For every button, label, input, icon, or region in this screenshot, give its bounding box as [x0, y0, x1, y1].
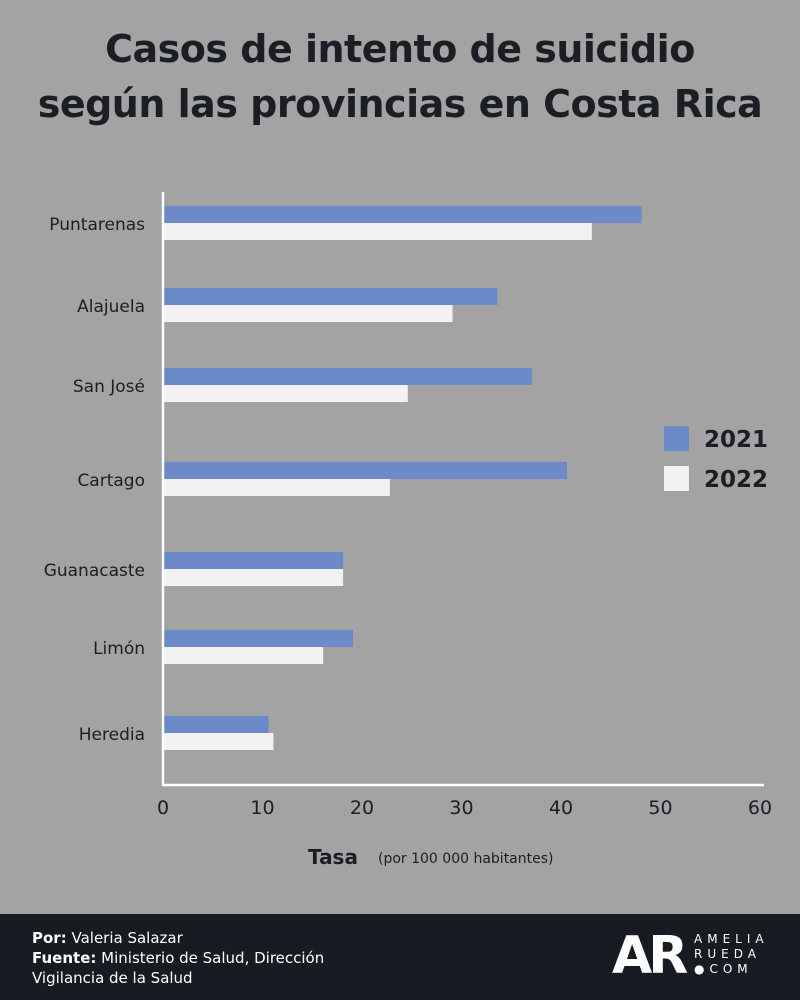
author-name: Valeria Salazar: [71, 929, 183, 947]
category-label: Guanacaste: [44, 561, 145, 581]
category-label: Alajuela: [77, 297, 145, 317]
bar-puntarenas-2022: [164, 223, 592, 240]
title-line-1: Casos de intento de suicidio: [105, 27, 695, 71]
logo-word-3: ●COM: [694, 962, 753, 976]
bar-alajuela-2022: [164, 305, 453, 322]
bar-limn-2021: [164, 630, 354, 647]
category-label: Puntarenas: [49, 215, 145, 235]
x-tick-label: 0: [157, 797, 169, 819]
source-name: Ministerio de Salud, Dirección: [101, 949, 325, 967]
x-tick-label: 20: [350, 797, 374, 819]
logo-wordmark: AMELIA RUEDA ●COM: [694, 932, 769, 977]
source-line-2: Vigilancia de la Salud: [32, 969, 193, 987]
bar-sanjos-2021: [164, 368, 533, 385]
bar-guanacaste-2021: [164, 552, 344, 569]
bar-cartago-2022: [164, 479, 390, 496]
legend-label-2021: 2021: [704, 427, 768, 453]
category-label: San José: [73, 377, 145, 397]
x-tick-label: 50: [648, 797, 672, 819]
logo-word-1: AMELIA: [694, 932, 769, 946]
source-label: Fuente:: [32, 949, 97, 967]
chart-title: Casos de intento de suicidio según las p…: [0, 22, 800, 132]
category-label: Cartago: [77, 471, 145, 491]
bar-cartago-2021: [164, 462, 567, 479]
footer: Por: Valeria Salazar Fuente: Ministerio …: [0, 914, 800, 1000]
x-tick-label: 30: [449, 797, 473, 819]
bar-limn-2022: [164, 647, 324, 664]
x-tick-label: 40: [549, 797, 573, 819]
title-line-2: según las provincias en Costa Rica: [37, 82, 763, 126]
author-line: Por: Valeria Salazar: [32, 928, 324, 948]
legend-swatch-2021: [664, 426, 689, 451]
logo-word-2: RUEDA: [694, 947, 761, 961]
bar-alajuela-2021: [164, 288, 498, 305]
author-label: Por:: [32, 929, 67, 947]
x-axis-note: (por 100 000 habitantes): [378, 851, 554, 867]
legend-label-2022: 2022: [704, 467, 768, 493]
logo-letters: AR: [612, 926, 688, 986]
bar-puntarenas-2021: [164, 206, 642, 223]
x-tick-label: 10: [250, 797, 274, 819]
x-tick-label: 60: [748, 797, 772, 819]
bar-sanjos-2022: [164, 385, 408, 402]
category-label: Heredia: [79, 725, 145, 745]
legend-swatch-2022: [664, 466, 689, 491]
bar-chart: Puntarenas Alajuela San José Cartago Guanaca…: [44, 192, 772, 869]
bar-guanacaste-2022: [164, 569, 344, 586]
credits: Por: Valeria Salazar Fuente: Ministerio …: [32, 928, 324, 988]
x-axis-title: Tasa: [308, 845, 358, 869]
source-line: Fuente: Ministerio de Salud, Dirección: [32, 948, 324, 968]
bar-heredia-2022: [164, 733, 274, 750]
bar-heredia-2021: [164, 716, 269, 733]
category-label: Limón: [93, 639, 145, 659]
